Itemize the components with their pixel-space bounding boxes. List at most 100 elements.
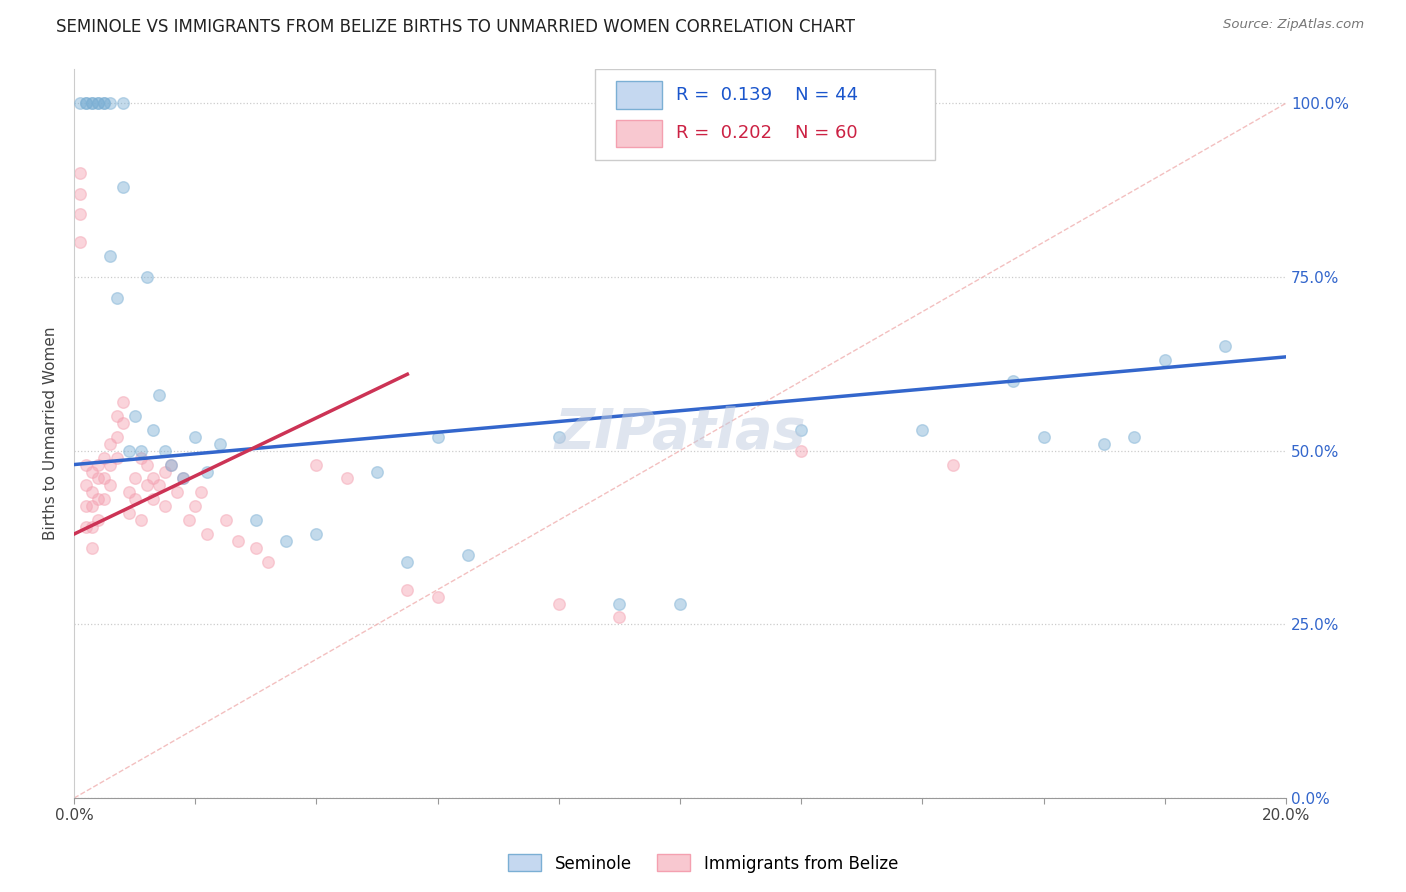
- Point: [148, 388, 170, 402]
- Text: ZIPatlas: ZIPatlas: [554, 406, 806, 460]
- Point: [153, 443, 176, 458]
- Point: [82, 541, 104, 555]
- Point: [93, 450, 115, 465]
- Point: [179, 513, 201, 527]
- Point: [87, 458, 110, 472]
- Point: [82, 520, 104, 534]
- Point: [911, 423, 934, 437]
- Point: [336, 471, 359, 485]
- Point: [190, 485, 212, 500]
- Point: [82, 96, 104, 111]
- Point: [547, 597, 569, 611]
- Point: [160, 458, 183, 472]
- Point: [87, 96, 110, 111]
- Point: [142, 423, 165, 437]
- Point: [426, 430, 449, 444]
- Point: [396, 555, 419, 569]
- Point: [135, 478, 157, 492]
- Point: [93, 492, 115, 507]
- Point: [245, 513, 267, 527]
- Point: [609, 610, 631, 624]
- Point: [111, 179, 134, 194]
- Point: [669, 597, 692, 611]
- Point: [69, 166, 91, 180]
- Point: [305, 458, 328, 472]
- Point: [105, 430, 128, 444]
- Point: [93, 96, 115, 111]
- Point: [1032, 430, 1054, 444]
- Point: [82, 500, 104, 514]
- Point: [69, 207, 91, 221]
- Point: [197, 465, 219, 479]
- Point: [276, 533, 298, 548]
- Point: [457, 548, 479, 562]
- Point: [166, 485, 188, 500]
- Point: [82, 96, 104, 111]
- Point: [105, 450, 128, 465]
- Point: [366, 465, 388, 479]
- Point: [226, 533, 249, 548]
- Point: [172, 471, 194, 485]
- Point: [93, 96, 115, 111]
- Point: [129, 450, 152, 465]
- Text: SEMINOLE VS IMMIGRANTS FROM BELIZE BIRTHS TO UNMARRIED WOMEN CORRELATION CHART: SEMINOLE VS IMMIGRANTS FROM BELIZE BIRTH…: [56, 18, 855, 36]
- Point: [257, 555, 280, 569]
- Point: [142, 471, 165, 485]
- Point: [111, 96, 134, 111]
- Point: [172, 471, 194, 485]
- Point: [105, 409, 128, 423]
- Point: [208, 436, 231, 450]
- Point: [129, 513, 152, 527]
- Point: [93, 471, 115, 485]
- Point: [124, 492, 146, 507]
- Point: [1002, 374, 1025, 388]
- Point: [117, 443, 139, 458]
- Point: [111, 395, 134, 409]
- Point: [117, 506, 139, 520]
- Point: [184, 430, 207, 444]
- Point: [75, 520, 97, 534]
- Point: [245, 541, 267, 555]
- Point: [214, 513, 236, 527]
- Point: [1215, 339, 1237, 353]
- Point: [124, 409, 146, 423]
- Point: [396, 582, 419, 597]
- Point: [1153, 353, 1175, 368]
- Point: [609, 597, 631, 611]
- Point: [69, 186, 91, 201]
- Point: [184, 500, 207, 514]
- Point: [87, 96, 110, 111]
- Point: [135, 269, 157, 284]
- Point: [100, 478, 122, 492]
- Point: [111, 416, 134, 430]
- Point: [1123, 430, 1146, 444]
- Point: [75, 458, 97, 472]
- Point: [124, 471, 146, 485]
- Point: [148, 478, 170, 492]
- Point: [105, 291, 128, 305]
- Point: [82, 465, 104, 479]
- Point: [117, 485, 139, 500]
- Text: R =  0.202    N = 60: R = 0.202 N = 60: [676, 125, 858, 143]
- Point: [305, 527, 328, 541]
- Text: R =  0.139    N = 44: R = 0.139 N = 44: [676, 86, 859, 103]
- Y-axis label: Births to Unmarried Women: Births to Unmarried Women: [44, 326, 58, 540]
- Bar: [616, 120, 662, 147]
- Point: [153, 500, 176, 514]
- Bar: [616, 81, 662, 109]
- Point: [75, 500, 97, 514]
- Text: Source: ZipAtlas.com: Source: ZipAtlas.com: [1223, 18, 1364, 31]
- Point: [87, 513, 110, 527]
- Point: [75, 96, 97, 111]
- Point: [129, 443, 152, 458]
- Point: [426, 590, 449, 604]
- Point: [100, 436, 122, 450]
- Point: [942, 458, 965, 472]
- Point: [69, 96, 91, 111]
- Point: [790, 423, 813, 437]
- Point: [142, 492, 165, 507]
- Point: [153, 465, 176, 479]
- Point: [197, 527, 219, 541]
- Point: [75, 96, 97, 111]
- FancyBboxPatch shape: [595, 69, 935, 160]
